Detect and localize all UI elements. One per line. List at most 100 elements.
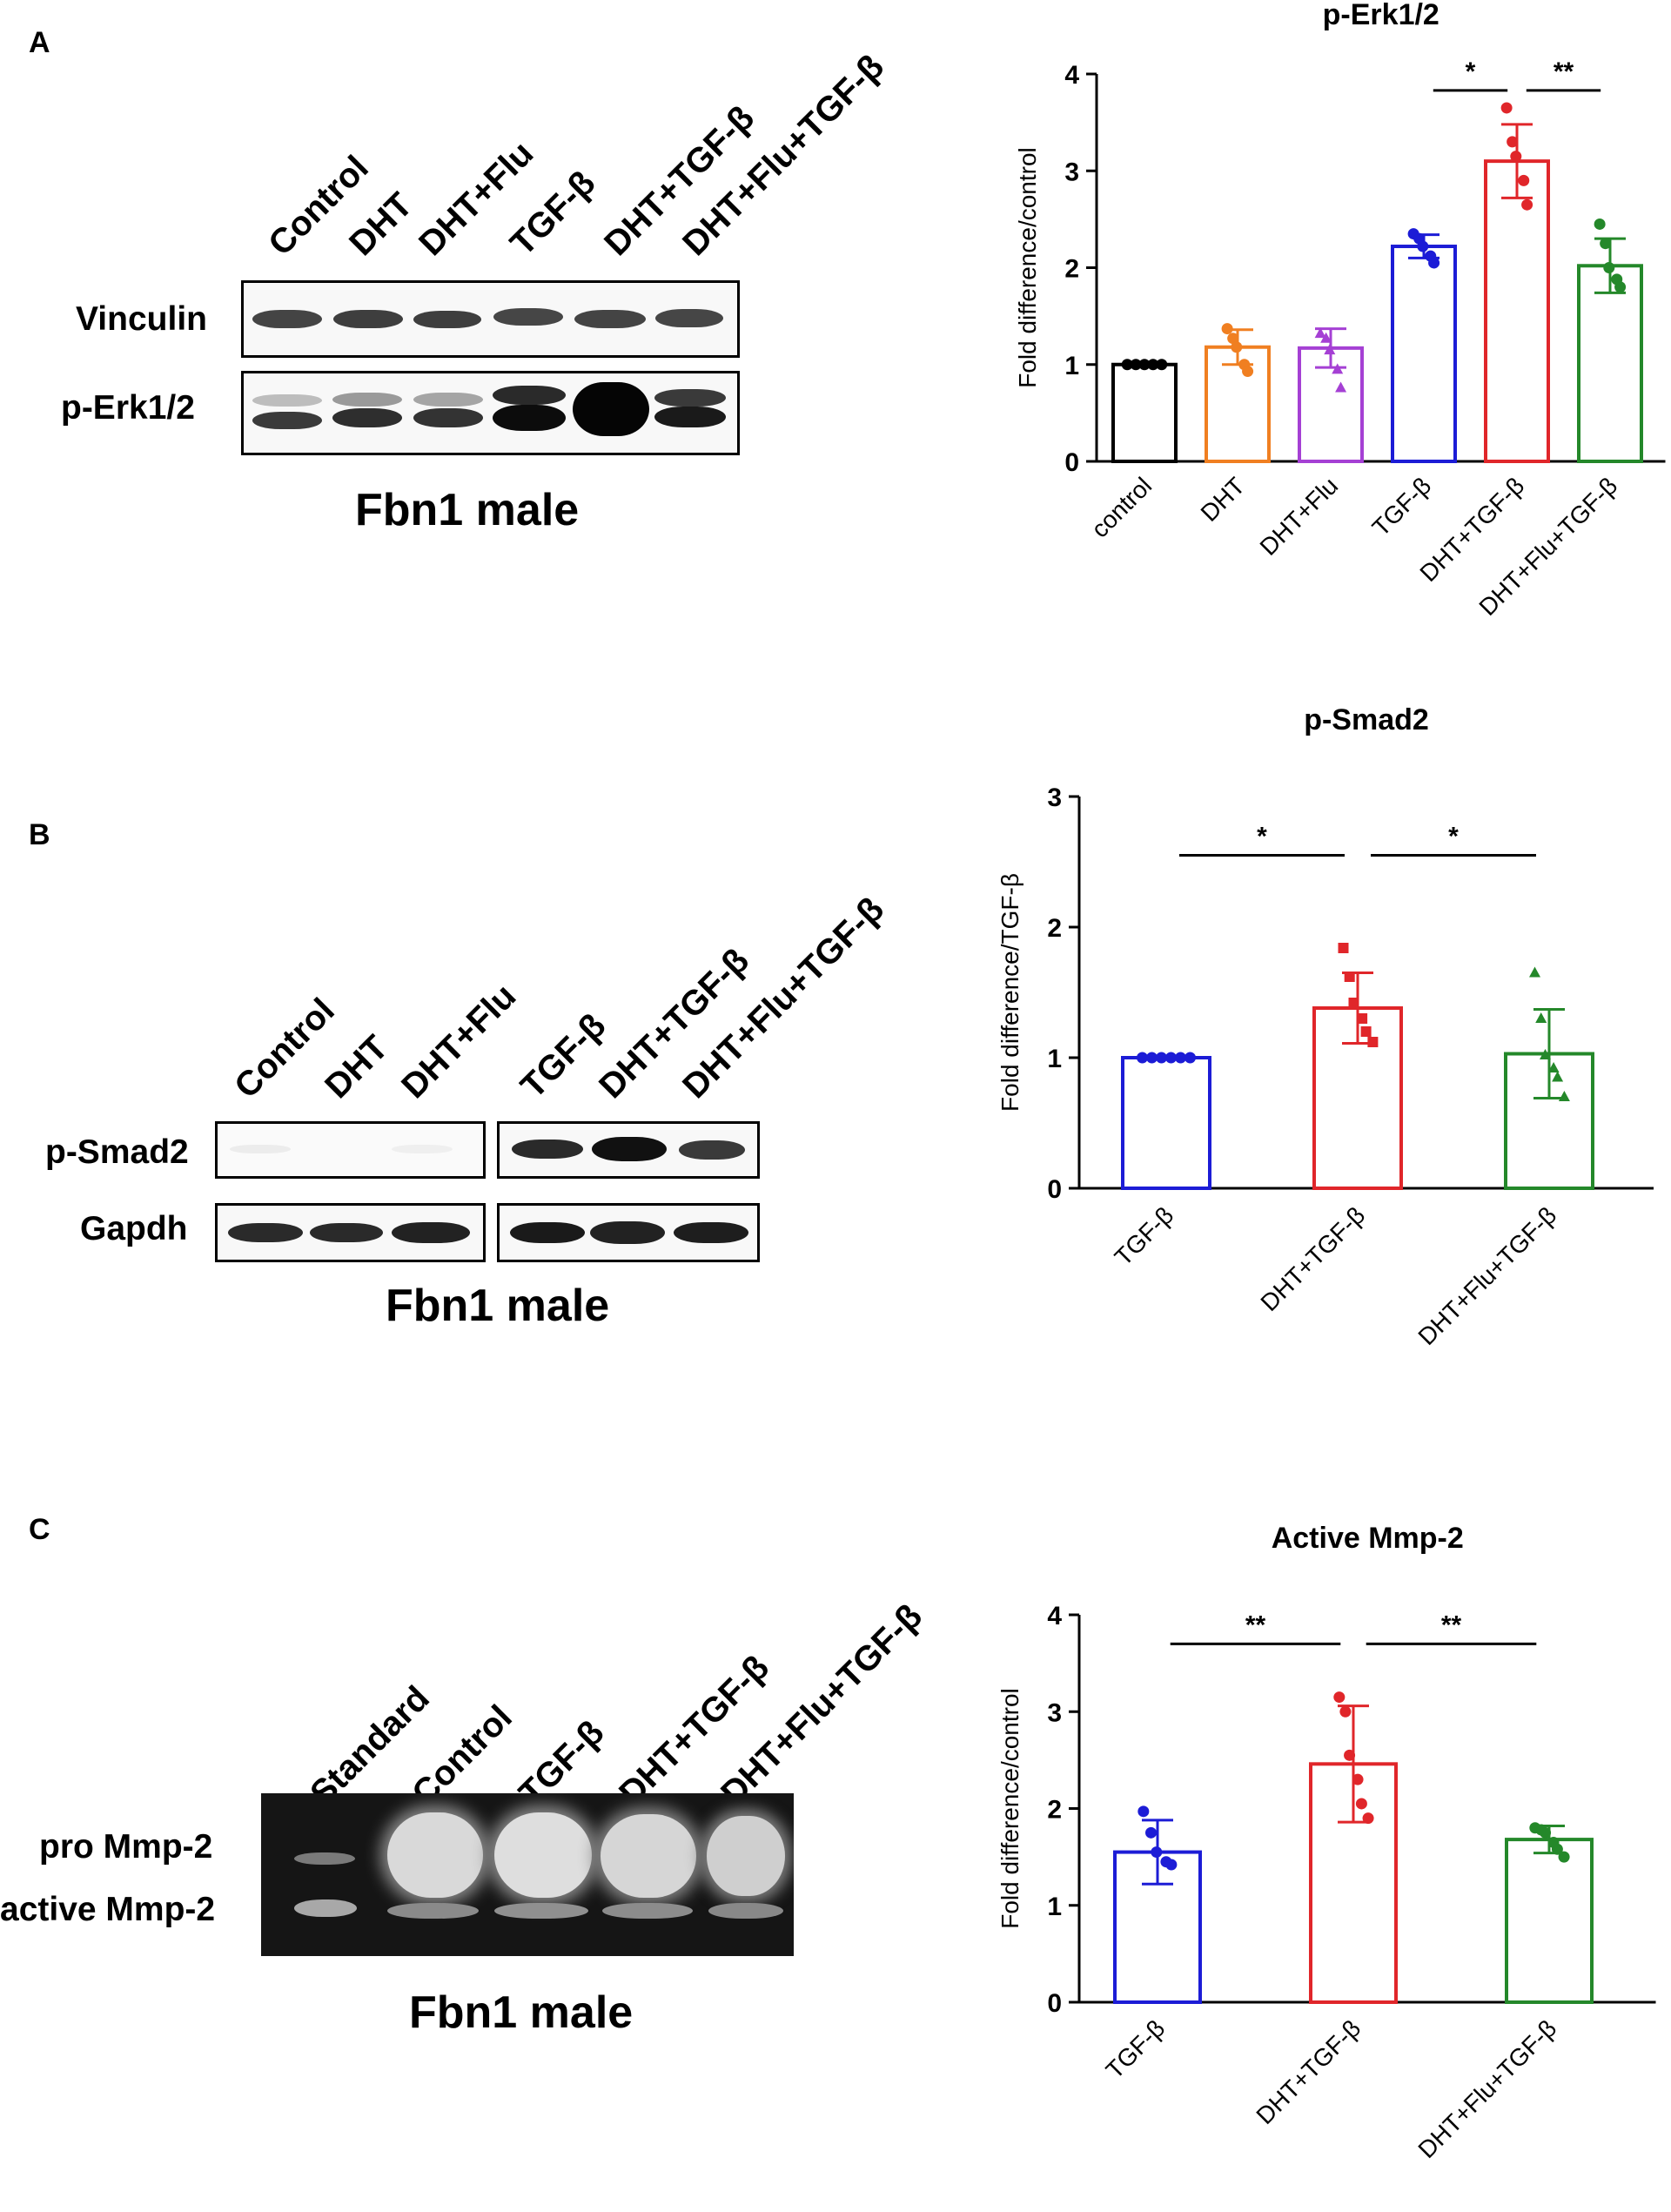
data-point <box>1529 966 1540 978</box>
data-point <box>1355 1798 1367 1810</box>
significance-label: * <box>1257 823 1267 851</box>
zymo-row-label-pro: pro Mmp-2 <box>39 1828 213 1866</box>
y-axis-label: Fold difference/control <box>997 1688 1023 1929</box>
data-point <box>1333 1691 1346 1704</box>
data-point <box>1518 174 1530 186</box>
chart-title: Active Mmp-2 <box>1272 1522 1464 1555</box>
data-point <box>1339 1705 1352 1718</box>
data-point <box>1165 1052 1177 1064</box>
data-point <box>1551 1843 1563 1855</box>
data-point <box>1338 943 1349 953</box>
data-point <box>1547 1062 1560 1072</box>
lane-label: DHT+Flu <box>394 977 524 1106</box>
bar <box>1484 159 1550 463</box>
data-point <box>1360 1026 1372 1037</box>
x-tick-label: control <box>1086 472 1157 542</box>
data-point <box>1510 151 1522 163</box>
p-smad2-blot-left <box>215 1121 486 1179</box>
y-tick-label: 1 <box>1047 1045 1062 1073</box>
x-tick-label: DHT+Flu <box>1255 472 1344 561</box>
panel-letter-b: B <box>29 818 50 851</box>
data-point <box>1221 323 1233 335</box>
data-point <box>1332 363 1344 374</box>
data-point <box>1552 1071 1564 1082</box>
x-tick-label: TGF-β <box>1110 1201 1178 1270</box>
chart-p-smad2: p-Smad2 0 1 2 3 Fold difference/TGF-β TGF-β DHT… <box>997 703 1654 1350</box>
y-tick-label: 2 <box>1064 255 1079 284</box>
blot-row-label-p-smad2: p-Smad2 <box>45 1133 189 1171</box>
panel-letter-c: C <box>29 1513 50 1546</box>
data-point <box>1137 1052 1148 1064</box>
chart-title: p-Smad2 <box>1304 703 1429 736</box>
data-point <box>1145 1826 1158 1839</box>
y-tick-label: 1 <box>1064 352 1079 380</box>
data-point <box>1367 1037 1379 1047</box>
data-point <box>1320 332 1332 343</box>
significance-label: ** <box>1245 1610 1266 1639</box>
zymogram <box>261 1793 794 1956</box>
chart-p-erk: p-Erk1/2 0 1 2 3 4 Fold difference/control cont… <box>1014 0 1666 621</box>
data-point <box>1428 257 1440 269</box>
data-point <box>1242 366 1254 378</box>
data-point <box>1227 333 1239 345</box>
data-point <box>1344 972 1355 982</box>
data-point <box>1344 1749 1356 1761</box>
data-point <box>1231 341 1243 353</box>
vinculin-blot <box>241 280 740 358</box>
blot-caption-b: Fbn1 male <box>386 1281 610 1331</box>
y-tick-label: 0 <box>1047 1989 1062 2018</box>
bar <box>1505 1838 1594 2004</box>
data-point <box>1335 381 1347 393</box>
data-point <box>1184 1052 1196 1064</box>
x-tick-label: DHT+TGF-β <box>1255 1201 1370 1316</box>
y-tick-label: 0 <box>1064 448 1079 477</box>
significance-label: * <box>1466 57 1476 86</box>
y-tick-label: 1 <box>1047 1893 1062 1921</box>
x-tick-label: TGF-β <box>1367 472 1436 541</box>
y-tick-label: 0 <box>1047 1175 1062 1204</box>
chart-title: p-Erk1/2 <box>1323 0 1439 31</box>
data-point <box>1362 1812 1374 1825</box>
y-tick-label: 3 <box>1047 783 1062 812</box>
x-tick-label: DHT+Flu+TGF-β <box>1413 2014 1561 2163</box>
significance-label: ** <box>1441 1610 1462 1639</box>
y-tick-label: 2 <box>1047 1796 1062 1825</box>
blot-caption-c: Fbn1 male <box>409 1987 634 2038</box>
p-smad2-blot-right <box>497 1121 760 1179</box>
y-axis-label: Fold difference/TGF-β <box>997 873 1023 1112</box>
data-point <box>1175 1052 1186 1064</box>
data-point <box>1146 1052 1158 1064</box>
data-point <box>1535 1012 1547 1023</box>
bar <box>1577 264 1643 463</box>
data-point <box>1151 1846 1163 1859</box>
zymo-row-label-active: active Mmp-2 <box>0 1891 216 1928</box>
data-point <box>1600 238 1612 250</box>
bar <box>1391 245 1457 463</box>
blot-row-label-vinculin: Vinculin <box>76 300 207 338</box>
y-tick-label: 3 <box>1047 1698 1062 1727</box>
data-point <box>1121 359 1133 371</box>
y-tick-label: 4 <box>1047 1602 1062 1630</box>
significance-label: ** <box>1554 57 1574 86</box>
y-axis-label: Fold difference/control <box>1014 147 1041 388</box>
chart-active-mmp2: Active Mmp-2 0 1 2 3 4 Fold difference/control… <box>997 1522 1656 2163</box>
significance-label: * <box>1448 823 1459 851</box>
data-point <box>1324 344 1336 355</box>
x-tick-label: DHT+Flu+TGF-β <box>1413 1201 1561 1350</box>
p-erk-blot <box>241 371 740 455</box>
lane-label: TGF-β <box>513 1005 614 1106</box>
bar <box>1121 1056 1211 1190</box>
blot-caption-a: Fbn1 male <box>355 485 580 535</box>
data-point <box>1156 359 1168 371</box>
blot-row-label-gapdh: Gapdh <box>80 1210 188 1247</box>
y-tick-label: 2 <box>1047 914 1062 943</box>
x-tick-label: DHT <box>1196 472 1251 527</box>
data-point <box>1507 136 1519 148</box>
y-tick-label: 3 <box>1064 158 1079 186</box>
bar <box>1111 362 1178 463</box>
data-point <box>1417 240 1429 252</box>
data-point <box>1540 1049 1551 1059</box>
data-point <box>1540 1826 1552 1839</box>
data-point <box>1558 1091 1570 1101</box>
gapdh-blot-right <box>497 1203 760 1262</box>
